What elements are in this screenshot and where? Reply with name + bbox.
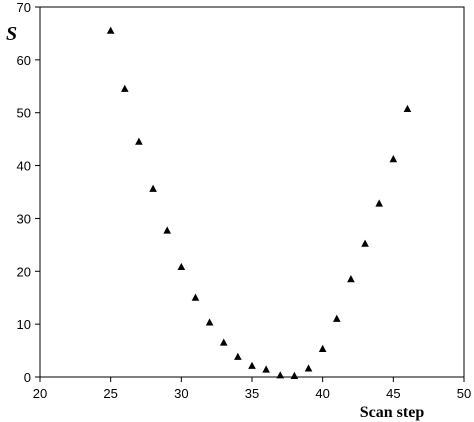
y-tick-label: 70 <box>17 0 31 15</box>
x-tick-label: 50 <box>457 386 471 401</box>
x-tick-label: 20 <box>33 386 47 401</box>
data-point-triangle <box>248 361 256 369</box>
data-point-triangle <box>135 137 143 145</box>
data-point-triangle <box>205 318 214 326</box>
x-tick-label: 25 <box>103 386 117 401</box>
data-point-triangle <box>304 364 313 372</box>
x-tick-label: 35 <box>245 386 259 401</box>
y-axis-label: S <box>6 23 17 45</box>
y-tick-label: 40 <box>17 159 31 174</box>
x-axis-ticks: 20 25 30 35 40 45 50 <box>33 377 471 401</box>
data-point-triangle <box>234 352 242 360</box>
data-point-triangle <box>191 293 200 301</box>
x-tick-label: 30 <box>174 386 188 401</box>
data-point-triangle <box>121 84 129 92</box>
y-tick-label: 0 <box>24 370 31 385</box>
data-point-triangle <box>262 365 270 373</box>
y-tick-label: 60 <box>17 53 31 68</box>
data-point-triangle <box>318 344 327 352</box>
data-point-triangle <box>106 26 115 34</box>
data-points <box>106 26 412 379</box>
data-point-triangle <box>163 226 171 234</box>
data-point-triangle <box>375 199 383 207</box>
y-axis-ticks: 0 10 20 30 40 50 60 70 <box>17 0 40 385</box>
data-point-triangle <box>403 104 412 113</box>
y-tick-label: 10 <box>17 317 31 332</box>
data-point-triangle <box>149 184 157 192</box>
x-tick-label: 45 <box>386 386 400 401</box>
data-point-triangle <box>347 275 355 283</box>
data-point-triangle <box>177 262 186 271</box>
data-point-triangle <box>290 371 299 379</box>
plot-frame <box>39 6 465 378</box>
y-tick-label: 50 <box>17 106 31 121</box>
y-tick-label: 30 <box>17 211 31 226</box>
data-point-triangle <box>333 314 341 322</box>
data-point-triangle <box>219 338 228 346</box>
y-tick-label: 20 <box>17 264 31 279</box>
data-point-triangle <box>389 155 398 163</box>
data-point-triangle <box>361 239 369 247</box>
x-axis-label: Scan step <box>360 404 425 421</box>
data-point-triangle <box>276 371 285 379</box>
x-tick-label: 40 <box>315 386 329 401</box>
